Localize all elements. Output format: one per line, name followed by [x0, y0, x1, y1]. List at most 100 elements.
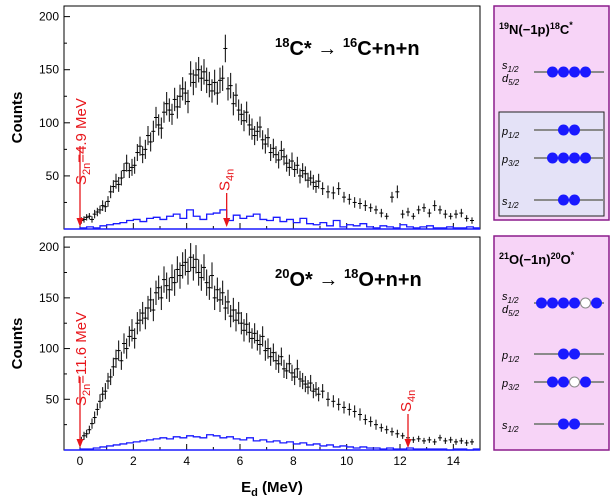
nucleon-dot: [558, 348, 569, 360]
data-point: [180, 77, 185, 101]
data-point: [138, 309, 142, 332]
x-tick-label: 10: [340, 454, 354, 468]
annotation-label: S4n: [217, 169, 237, 191]
shell-level: p1/2: [501, 348, 604, 364]
data-point: [258, 116, 262, 138]
data-point: [271, 343, 276, 362]
y-tick-label: 50: [46, 392, 60, 406]
nucleon-hole: [569, 376, 580, 388]
data-point: [320, 182, 325, 196]
data-point: [258, 334, 262, 355]
y-tick-label: 50: [46, 169, 60, 183]
data-point: [368, 416, 373, 427]
nucleon-dot: [569, 124, 580, 136]
data-point: [239, 103, 244, 125]
data-point: [263, 134, 268, 154]
shell-level: s1/2: [502, 418, 604, 434]
shell-level: s1/2: [502, 194, 604, 210]
data-point: [183, 81, 188, 105]
data-point: [202, 59, 206, 85]
data-point: [180, 252, 185, 279]
data-point: [316, 387, 321, 402]
data-point: [135, 312, 140, 335]
nucleon-dot: [580, 152, 591, 164]
data-point: [116, 176, 121, 192]
threshold-annotation: S4n: [398, 390, 418, 448]
data-point: [250, 118, 254, 140]
data-point: [427, 436, 432, 443]
nucleon-dot: [591, 297, 602, 309]
data-point: [223, 295, 228, 321]
data-point: [316, 173, 321, 189]
shell-level: p3/2: [501, 376, 604, 392]
shell-level: s1/2d5/2: [502, 291, 604, 318]
data-point: [438, 205, 442, 215]
data-point: [148, 287, 153, 313]
data-point: [119, 351, 124, 370]
data-point: [164, 272, 169, 299]
data-point: [186, 258, 190, 285]
data-point: [300, 372, 305, 390]
y-tick-label: 100: [39, 342, 59, 356]
data-point: [132, 328, 137, 349]
x-tick-label: 12: [393, 454, 407, 468]
data-point: [183, 249, 188, 276]
data-point: [210, 262, 214, 289]
data-point: [271, 138, 276, 158]
data-point: [127, 163, 132, 179]
data-point: [188, 243, 193, 272]
data-point: [236, 99, 241, 121]
data-point: [268, 347, 273, 366]
data-point: [266, 338, 270, 359]
data-point: [326, 392, 330, 407]
annotation-arrow-head: [404, 439, 412, 448]
data-point: [352, 197, 357, 208]
nucleon-dot: [558, 124, 569, 136]
data-point: [98, 394, 102, 409]
data-point: [390, 427, 394, 436]
data-point: [151, 298, 156, 322]
data-point: [135, 144, 140, 162]
data-point: [443, 437, 448, 444]
data-point: [188, 61, 193, 87]
level-label: p3/2: [501, 378, 520, 392]
data-point: [422, 203, 426, 213]
data-point: [90, 216, 94, 223]
nucleon-dot: [536, 297, 547, 309]
data-point: [207, 275, 212, 300]
data-point: [84, 214, 89, 221]
data-point: [84, 429, 89, 438]
data-point: [226, 289, 230, 315]
data-point: [175, 256, 180, 283]
nucleon-dot: [569, 297, 580, 309]
data-point: [92, 209, 97, 219]
nucleon-dot: [547, 152, 558, 164]
data-point: [186, 89, 190, 114]
data-point: [279, 140, 284, 160]
y-tick-label: 150: [39, 291, 59, 305]
data-point: [132, 156, 137, 174]
annotation-arrow-head: [76, 218, 84, 227]
data-point: [92, 411, 97, 424]
level-label: s1/2: [502, 291, 519, 305]
data-point: [167, 98, 172, 122]
data-point: [287, 158, 292, 176]
data-point: [191, 69, 196, 96]
nucleon-dot: [569, 194, 580, 206]
nucleon-dot: [558, 376, 569, 388]
background-histogram: [79, 209, 480, 229]
x-tick-label: 0: [77, 454, 84, 468]
annotation-label: S4n: [398, 390, 418, 412]
data-point: [470, 217, 474, 224]
data-point: [284, 154, 289, 172]
data-point: [220, 65, 225, 91]
data-point: [228, 72, 233, 99]
data-point: [207, 71, 212, 98]
shell-level: p3/2: [501, 152, 604, 168]
data-point: [311, 384, 316, 399]
data-point: [331, 395, 336, 408]
data-point: [260, 326, 265, 347]
data-point: [239, 312, 244, 335]
data-point: [443, 209, 448, 219]
data-point: [172, 87, 177, 112]
